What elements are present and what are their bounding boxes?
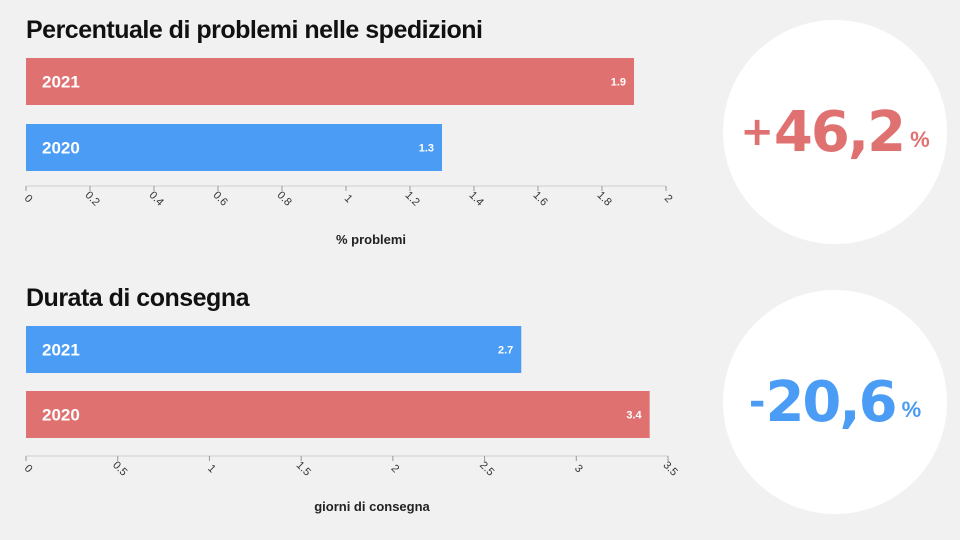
x-tick-label: 0 [22, 462, 35, 475]
badge-number: 46,2 [773, 99, 906, 165]
bar-category-label: 2021 [42, 341, 80, 360]
badge-unit: % [901, 397, 922, 422]
x-tick-label: 1.5 [294, 459, 313, 478]
bar-2021 [26, 326, 522, 373]
x-tick-label: 1 [205, 462, 218, 475]
x-axis-label: giorni di consegna [314, 499, 430, 514]
badge-unit: % [910, 127, 930, 152]
bar-2021 [26, 58, 634, 105]
chart-title-problems: Percentuale di problemi nelle spedizioni [26, 16, 483, 44]
x-tick-label: 2.5 [477, 459, 496, 478]
bar-2020 [26, 124, 442, 171]
chart-title-delivery: Durata di consegna [26, 284, 250, 312]
bar-category-label: 2020 [42, 139, 80, 158]
x-axis-label: % problemi [336, 232, 406, 247]
badge-sign: - [748, 379, 766, 425]
bar-category-label: 2020 [42, 406, 80, 425]
bar-category-label: 2021 [42, 73, 80, 92]
bar-value-label: 2.7 [498, 345, 513, 357]
x-tick-label: 0.5 [110, 459, 129, 478]
badge-number: 20,6 [765, 369, 897, 435]
bar-2020 [26, 391, 650, 438]
x-tick-label: 2 [389, 462, 402, 475]
bar-value-label: 1.9 [611, 77, 626, 89]
change-badge-problems: + 46,2 % [723, 20, 947, 244]
x-tick-label: 3 [572, 462, 585, 475]
change-badge-delivery: - 20,6 % [723, 290, 947, 514]
x-tick-label: 3.5 [660, 459, 679, 478]
delivery-bar-chart: 2021 2.7 2020 3.4 0 0.5 1 1.5 2 2.5 3 3.5 giorni di … [22, 326, 680, 514]
bar-value-label: 1.3 [419, 143, 434, 155]
badge-sign: + [740, 109, 773, 155]
bar-value-label: 3.4 [626, 410, 642, 422]
